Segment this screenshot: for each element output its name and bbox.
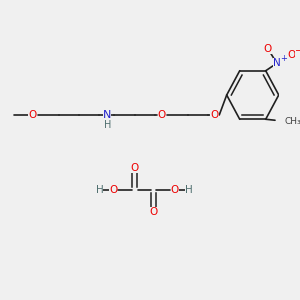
Text: O: O bbox=[130, 163, 139, 173]
Text: −: − bbox=[295, 46, 300, 56]
Text: H: H bbox=[95, 185, 103, 195]
Text: O: O bbox=[158, 110, 166, 120]
Text: H: H bbox=[104, 120, 112, 130]
Text: O: O bbox=[149, 207, 158, 217]
Text: H: H bbox=[185, 185, 193, 195]
Text: O: O bbox=[288, 50, 296, 60]
Text: N: N bbox=[103, 110, 111, 120]
Text: N: N bbox=[273, 58, 281, 68]
Text: O: O bbox=[109, 185, 118, 195]
Text: O: O bbox=[28, 110, 37, 120]
Text: O: O bbox=[211, 110, 219, 120]
Text: +: + bbox=[280, 54, 287, 63]
Text: CH₃: CH₃ bbox=[284, 117, 300, 126]
Text: O: O bbox=[263, 44, 272, 54]
Text: O: O bbox=[170, 185, 179, 195]
